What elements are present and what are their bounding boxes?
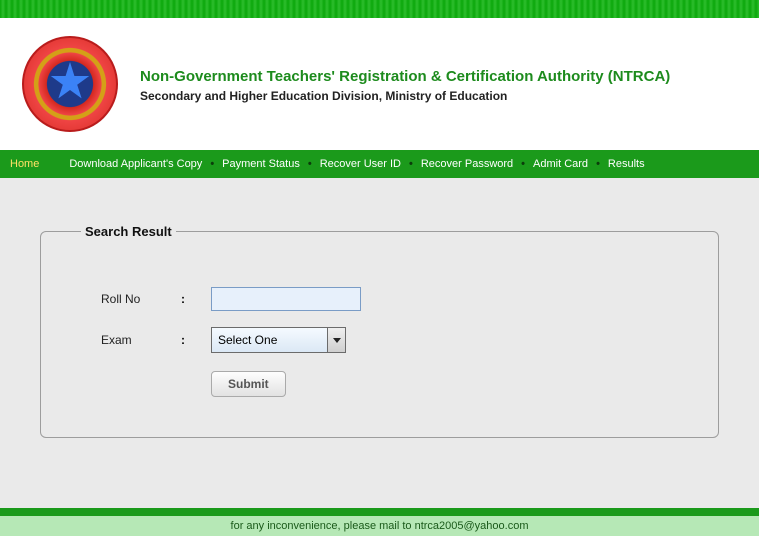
nav-item-results[interactable]: Results xyxy=(608,158,645,170)
org-subtitle: Secondary and Higher Education Division,… xyxy=(140,89,670,103)
roll-no-input[interactable] xyxy=(211,287,361,311)
top-accent-bar xyxy=(0,0,759,18)
roll-no-label: Roll No xyxy=(101,292,181,306)
ntrca-logo xyxy=(22,36,118,132)
header: Non-Government Teachers' Registration & … xyxy=(0,18,759,150)
footer: for any inconvenience, please mail to nt… xyxy=(0,516,759,536)
row-roll-no: Roll No : xyxy=(81,287,678,311)
submit-button[interactable]: Submit xyxy=(211,371,286,397)
nav-item-home[interactable]: Home xyxy=(10,158,39,170)
nav-separator: • xyxy=(308,158,312,170)
footer-email-link[interactable]: ntrca2005@yahoo.com xyxy=(415,520,529,532)
exam-label: Exam xyxy=(101,333,181,347)
nav-item-admit-card[interactable]: Admit Card xyxy=(533,158,588,170)
content-area: Search Result Roll No : Exam : Select On… xyxy=(0,178,759,508)
nav-separator: • xyxy=(521,158,525,170)
header-text-block: Non-Government Teachers' Registration & … xyxy=(140,66,670,103)
main-nav: Home Download Applicant's Copy • Payment St… xyxy=(0,150,759,178)
exam-selected-value: Select One xyxy=(218,333,277,347)
nav-item-download-applicant-s-copy[interactable]: Download Applicant's Copy xyxy=(69,158,202,170)
colon: : xyxy=(181,333,211,347)
nav-separator: • xyxy=(210,158,214,170)
chevron-down-icon xyxy=(327,328,345,352)
search-result-fieldset: Search Result Roll No : Exam : Select On… xyxy=(40,224,719,438)
colon: : xyxy=(181,292,211,306)
nav-item-recover-user-id[interactable]: Recover User ID xyxy=(320,158,401,170)
exam-select[interactable]: Select One xyxy=(211,327,346,353)
nav-separator: • xyxy=(596,158,600,170)
row-exam: Exam : Select One xyxy=(81,327,678,353)
nav-item-recover-password[interactable]: Recover Password xyxy=(421,158,513,170)
nav-separator: • xyxy=(409,158,413,170)
footer-accent-bar xyxy=(0,508,759,516)
org-title: Non-Government Teachers' Registration & … xyxy=(140,66,670,87)
footer-text: for any inconvenience, please mail to xyxy=(231,520,415,532)
fieldset-legend: Search Result xyxy=(81,224,176,239)
nav-item-payment-status[interactable]: Payment Status xyxy=(222,158,300,170)
